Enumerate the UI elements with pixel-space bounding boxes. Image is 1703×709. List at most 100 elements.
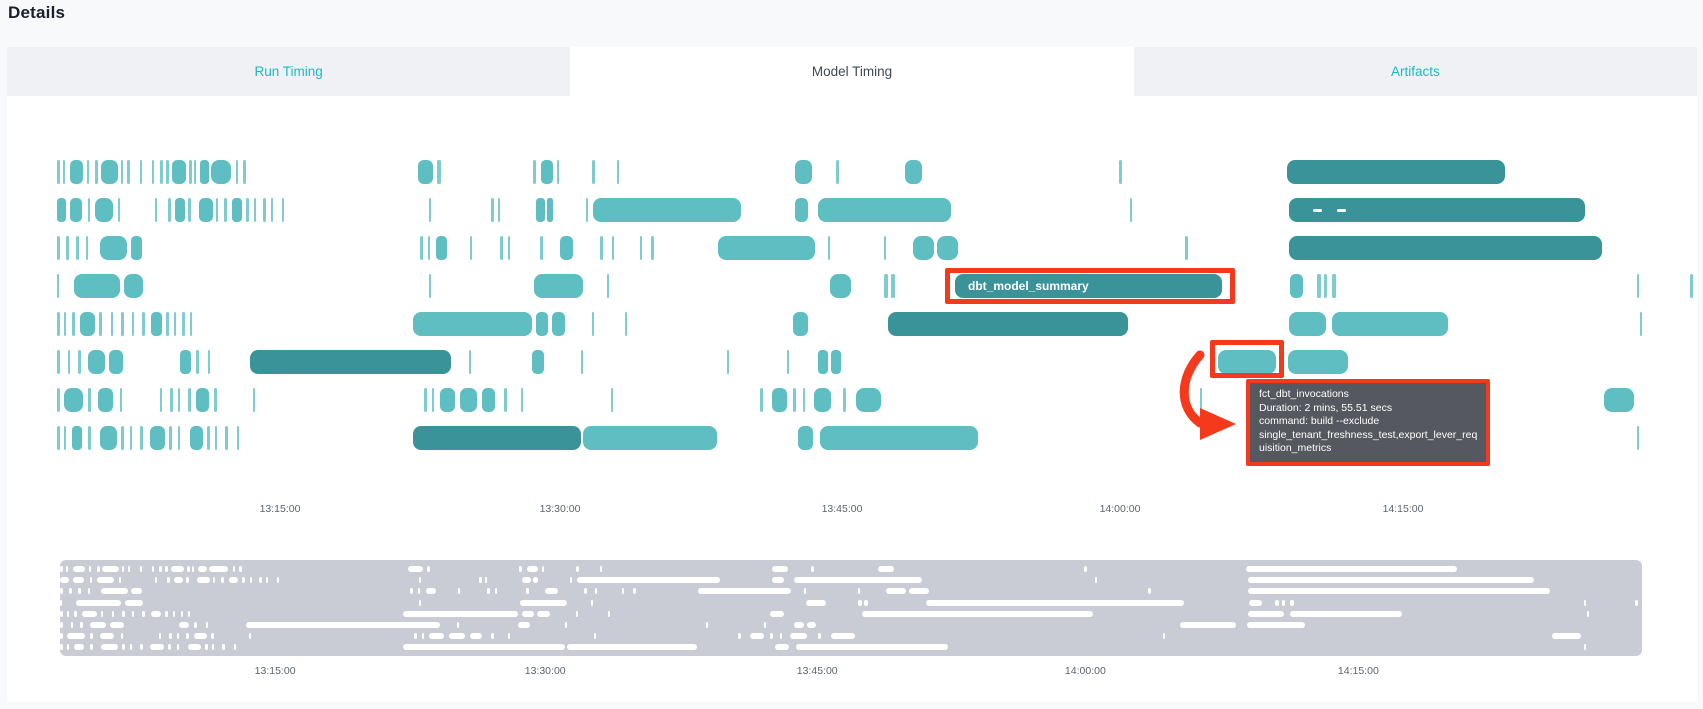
- timeline-bar[interactable]: [651, 236, 654, 260]
- timeline-bar[interactable]: [151, 312, 162, 336]
- timeline-bar[interactable]: [536, 312, 548, 336]
- timeline-bar[interactable]: [814, 388, 831, 412]
- timeline-bar[interactable]: [109, 350, 123, 374]
- timeline-bar[interactable]: [57, 160, 60, 184]
- timeline-bar[interactable]: [121, 312, 124, 336]
- tab-artifacts[interactable]: Artifacts: [1133, 47, 1697, 96]
- timeline-bar[interactable]: [99, 312, 102, 336]
- timeline-bar[interactable]: [78, 350, 81, 374]
- timeline-bar[interactable]: [793, 312, 808, 336]
- timeline-bar[interactable]: [617, 160, 619, 184]
- timeline-minimap[interactable]: [60, 560, 1642, 656]
- timeline-bar[interactable]: [174, 312, 176, 336]
- timeline-bar[interactable]: [500, 236, 503, 260]
- timeline-bar[interactable]: [199, 198, 213, 222]
- timeline-bar[interactable]: [1690, 274, 1693, 298]
- timeline-bar[interactable]: [541, 160, 553, 184]
- timeline-bar[interactable]: [1604, 388, 1634, 412]
- timeline-bar[interactable]: [534, 274, 583, 298]
- timeline-bar[interactable]: [182, 312, 185, 336]
- tab-model-timing[interactable]: Model Timing: [570, 47, 1134, 96]
- timeline-bar[interactable]: [491, 198, 494, 222]
- timeline-bar[interactable]: [243, 160, 246, 184]
- timeline-bar[interactable]: [1119, 160, 1122, 184]
- timeline-bar[interactable]: [469, 350, 471, 374]
- timeline-bar[interactable]: [787, 350, 789, 374]
- timeline-bar[interactable]: [168, 198, 171, 222]
- timeline-bar[interactable]: [87, 160, 89, 184]
- timeline-bar[interactable]: [88, 388, 91, 412]
- timeline-bar[interactable]: [586, 198, 588, 222]
- timeline-bar[interactable]: [820, 426, 978, 450]
- timeline-bar[interactable]: [1200, 388, 1202, 412]
- timeline-bar[interactable]: [190, 312, 192, 336]
- timeline-bar[interactable]: [250, 350, 451, 374]
- timeline-bar[interactable]: [271, 198, 273, 222]
- timeline-bar[interactable]: [581, 350, 583, 374]
- timeline-bar[interactable]: [795, 198, 808, 222]
- timeline-bar[interactable]: [215, 426, 217, 450]
- timeline-bar[interactable]: [180, 350, 191, 374]
- timeline-bar[interactable]: [76, 236, 79, 260]
- timeline-bar[interactable]: [828, 236, 830, 260]
- timeline-bar[interactable]: [521, 388, 523, 412]
- timeline-bar[interactable]: [155, 198, 157, 222]
- timeline-bar[interactable]: [246, 198, 249, 222]
- timeline-bar[interactable]: [57, 312, 60, 336]
- timeline-bar[interactable]: [905, 160, 922, 184]
- timeline-bar[interactable]: [533, 160, 536, 184]
- timeline-bar[interactable]: [98, 388, 113, 412]
- timeline-bar[interactable]: [440, 388, 455, 412]
- timeline-bar[interactable]: [88, 198, 90, 222]
- timeline-bar[interactable]: [891, 274, 895, 298]
- timeline-bar[interactable]: [1332, 274, 1336, 298]
- timeline-bar[interactable]: [57, 388, 60, 412]
- timeline-bar[interactable]: [436, 236, 447, 260]
- timeline-bar[interactable]: [1289, 236, 1602, 260]
- timeline-bar[interactable]: [194, 160, 196, 184]
- timeline-bar[interactable]: [63, 160, 65, 184]
- timeline-bar[interactable]: [937, 236, 958, 260]
- timeline-bar[interactable]: [557, 160, 559, 184]
- timeline-bar[interactable]: [1287, 160, 1505, 184]
- timeline-bar[interactable]: [160, 160, 163, 184]
- timeline-bar[interactable]: [1289, 312, 1326, 336]
- timeline-bar[interactable]: [140, 426, 143, 450]
- timeline-bar[interactable]: [160, 388, 162, 412]
- timeline-bar[interactable]: [68, 350, 70, 374]
- timeline-bar[interactable]: [888, 312, 1128, 336]
- timeline-bar[interactable]: [170, 388, 173, 412]
- timeline-bar[interactable]: [72, 426, 82, 450]
- timeline-bar[interactable]: [1640, 312, 1642, 336]
- timeline-bar[interactable]: [127, 160, 130, 184]
- timeline-bar[interactable]: [86, 236, 88, 260]
- timeline-bar[interactable]: [429, 198, 431, 222]
- timeline-bar[interactable]: [120, 388, 122, 412]
- timeline-bar[interactable]: [208, 350, 210, 374]
- timeline-bar[interactable]: [172, 160, 186, 184]
- timeline-bar[interactable]: [583, 426, 717, 450]
- timeline-bar[interactable]: [152, 160, 154, 184]
- timeline-bar[interactable]: [884, 274, 888, 298]
- timeline-bar[interactable]: [718, 236, 815, 260]
- timeline-bar[interactable]: [727, 350, 729, 374]
- timeline-bar[interactable]: [843, 388, 846, 412]
- timeline-bar[interactable]: [532, 350, 544, 374]
- timeline-bar[interactable]: [263, 198, 266, 222]
- timeline-bar[interactable]: [1130, 198, 1132, 222]
- timeline-bar[interactable]: [64, 312, 66, 336]
- timeline-bar[interactable]: [66, 236, 69, 260]
- timeline-bar[interactable]: [625, 312, 627, 336]
- timeline-bar[interactable]: [593, 198, 741, 222]
- timeline-bar[interactable]: [189, 160, 192, 184]
- timeline-bar[interactable]: [74, 274, 120, 298]
- timeline-bar[interactable]: [913, 236, 934, 260]
- timeline-bar[interactable]: [504, 388, 507, 412]
- timeline-bar[interactable]: [64, 388, 83, 412]
- hovered-bar[interactable]: [1218, 350, 1276, 374]
- timeline-bar[interactable]: [118, 198, 120, 222]
- timeline-bar[interactable]: [482, 388, 495, 412]
- timeline-bar[interactable]: [166, 160, 169, 184]
- timeline-bar[interactable]: [124, 274, 143, 298]
- timeline-bar[interactable]: [70, 198, 82, 222]
